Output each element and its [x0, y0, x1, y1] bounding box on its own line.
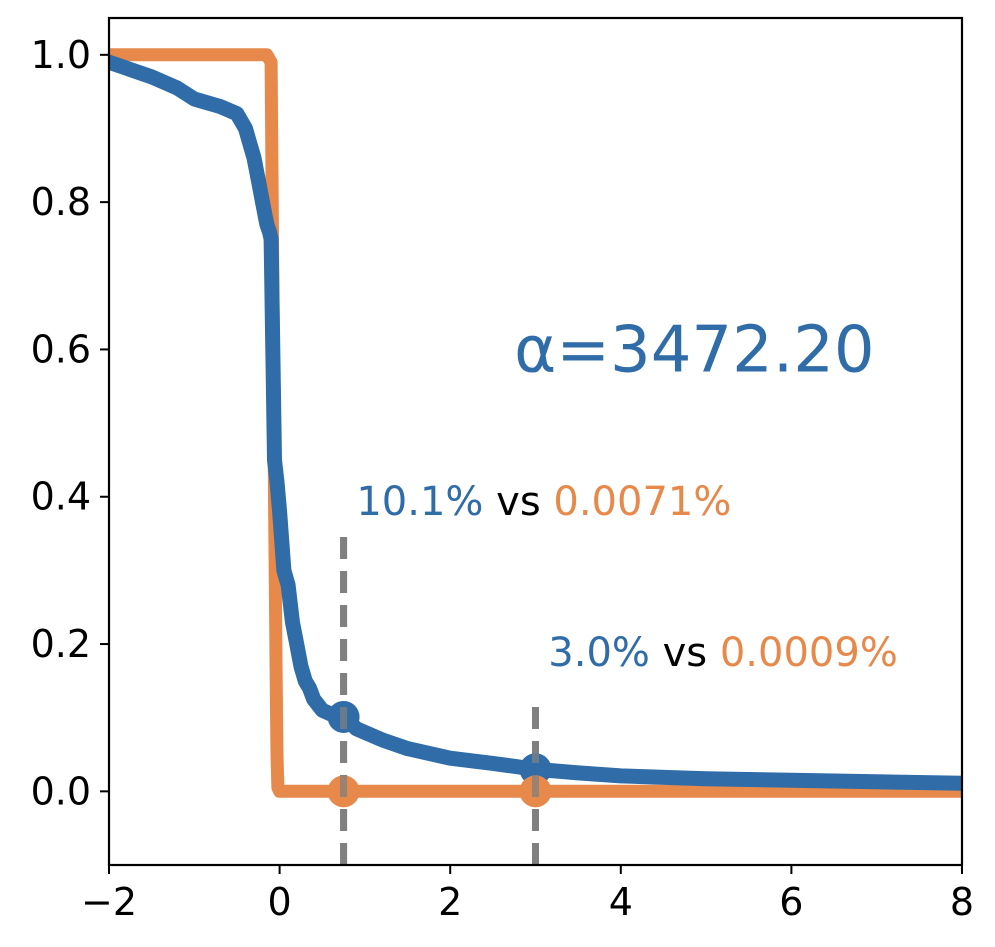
highlight-points: [327, 526, 552, 865]
plot-background: [109, 18, 962, 865]
x-tick-label-4: 6: [779, 880, 803, 924]
annotation-0-part-2: 0.0071%: [553, 479, 731, 525]
annotations: α=3472.20 10.1% vs 0.0071% 3.0% vs 0.0009%: [356, 314, 897, 677]
y-tick-label-0: 0.0: [31, 769, 91, 813]
comparison-annotation-0: 10.1% vs 0.0071%: [356, 479, 731, 525]
annotation-0-part-1: vs: [483, 479, 553, 525]
y-tick-label-3: 0.6: [31, 327, 91, 371]
y-tick-label-2: 0.4: [31, 475, 91, 519]
x-tick-label-5: 8: [950, 880, 974, 924]
y-tick-label-1: 0.2: [31, 622, 91, 666]
alpha-annotation: α=3472.20: [514, 314, 874, 388]
y-tick-label-5: 1.0: [31, 33, 91, 77]
plot-frame: [107, 16, 964, 867]
annotation-1-part-2: 0.0009%: [720, 630, 898, 676]
annotation-1-part-0: 3.0%: [548, 630, 650, 676]
x-axis: −2 0 2 4 6 8: [81, 865, 974, 924]
x-tick-label-0: −2: [81, 880, 137, 924]
highlight-point-2: [519, 753, 552, 786]
x-tick-label-2: 2: [438, 880, 462, 924]
annotation-0-part-0: 10.1%: [356, 479, 483, 525]
series-line-0: [109, 54, 962, 791]
x-tick-label-3: 4: [609, 880, 633, 924]
series-layer: [109, 48, 962, 798]
y-axis: 0.0 0.2 0.4 0.6 0.8 1.0: [31, 33, 109, 813]
comparison-annotation-1: 3.0% vs 0.0009%: [548, 630, 898, 676]
x-tick-label-1: 0: [268, 880, 292, 924]
y-tick-label-4: 0.8: [31, 180, 91, 224]
annotation-1-part-1: vs: [650, 630, 720, 676]
